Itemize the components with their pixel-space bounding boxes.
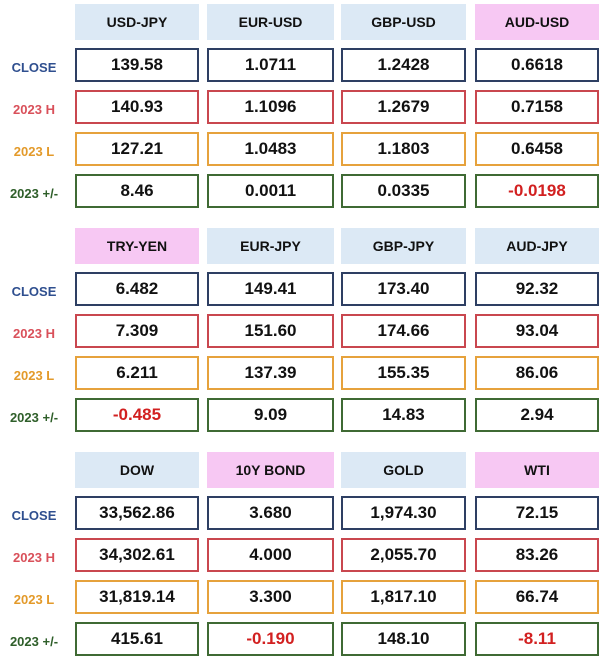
change-row-label: 2023 +/- — [9, 185, 59, 201]
header-gold: GOLD — [341, 452, 466, 488]
eur-jpy-high: 151.60 — [207, 314, 334, 348]
change-row: 2023 +/- 8.46 0.0011 0.0335 -0.0198 — [0, 174, 600, 212]
header-eur-jpy: EUR-JPY — [207, 228, 334, 264]
eur-usd-low: 1.0483 — [207, 132, 334, 166]
aud-jpy-high: 93.04 — [475, 314, 599, 348]
gbp-usd-low: 1.1803 — [341, 132, 466, 166]
gbp-jpy-close: 173.40 — [341, 272, 466, 306]
gbp-jpy-high: 174.66 — [341, 314, 466, 348]
high-row-label: 2023 H — [13, 101, 55, 117]
low-row: 2023 L 127.21 1.0483 1.1803 0.6458 — [0, 132, 600, 170]
high-row-label: 2023 H — [13, 325, 55, 341]
gbp-usd-high: 1.2679 — [341, 90, 466, 124]
gold-change: 148.10 — [341, 622, 466, 656]
gold-high: 2,055.70 — [341, 538, 466, 572]
change-row-label: 2023 +/- — [9, 409, 59, 425]
10y-bond-low: 3.300 — [207, 580, 334, 614]
eur-usd-close: 1.0711 — [207, 48, 334, 82]
10y-bond-change: -0.190 — [207, 622, 334, 656]
low-row-label: 2023 L — [13, 143, 55, 159]
aud-usd-low: 0.6458 — [475, 132, 599, 166]
close-row-label: CLOSE — [11, 507, 57, 523]
usd-jpy-high: 140.93 — [75, 90, 199, 124]
wti-low: 66.74 — [475, 580, 599, 614]
low-row-label: 2023 L — [13, 591, 55, 607]
header-eur-usd: EUR-USD — [207, 4, 334, 40]
header-10y-bond: 10Y BOND — [207, 452, 334, 488]
high-row: 2023 H 34,302.61 4.000 2,055.70 83.26 — [0, 538, 600, 576]
header-try-yen: TRY-YEN — [75, 228, 199, 264]
usd-jpy-close: 139.58 — [75, 48, 199, 82]
eur-usd-change: 0.0011 — [207, 174, 334, 208]
close-row-label: CLOSE — [11, 283, 57, 299]
aud-usd-change: -0.0198 — [475, 174, 599, 208]
eur-jpy-change: 9.09 — [207, 398, 334, 432]
aud-usd-close: 0.6618 — [475, 48, 599, 82]
header-aud-usd: AUD-USD — [475, 4, 599, 40]
gbp-usd-change: 0.0335 — [341, 174, 466, 208]
wti-change: -8.11 — [475, 622, 599, 656]
low-row: 2023 L 31,819.14 3.300 1,817.10 66.74 — [0, 580, 600, 618]
dow-close: 33,562.86 — [75, 496, 199, 530]
close-row-label: CLOSE — [11, 59, 57, 75]
try-yen-high: 7.309 — [75, 314, 199, 348]
usd-jpy-low: 127.21 — [75, 132, 199, 166]
aud-jpy-close: 92.32 — [475, 272, 599, 306]
try-yen-low: 6.211 — [75, 356, 199, 390]
close-row: CLOSE 6.482 149.41 173.40 92.32 — [0, 272, 600, 310]
10y-bond-close: 3.680 — [207, 496, 334, 530]
10y-bond-high: 4.000 — [207, 538, 334, 572]
change-row-label: 2023 +/- — [9, 633, 59, 649]
aud-usd-high: 0.7158 — [475, 90, 599, 124]
low-row-label: 2023 L — [13, 367, 55, 383]
high-row-label: 2023 H — [13, 549, 55, 565]
header-gbp-usd: GBP-USD — [341, 4, 466, 40]
eur-jpy-low: 137.39 — [207, 356, 334, 390]
aud-jpy-low: 86.06 — [475, 356, 599, 390]
gbp-jpy-change: 14.83 — [341, 398, 466, 432]
high-row: 2023 H 7.309 151.60 174.66 93.04 — [0, 314, 600, 352]
wti-high: 83.26 — [475, 538, 599, 572]
header-dow: DOW — [75, 452, 199, 488]
aud-jpy-change: 2.94 — [475, 398, 599, 432]
gold-close: 1,974.30 — [341, 496, 466, 530]
close-row: CLOSE 33,562.86 3.680 1,974.30 72.15 — [0, 496, 600, 534]
close-row: CLOSE 139.58 1.0711 1.2428 0.6618 — [0, 48, 600, 86]
dow-high: 34,302.61 — [75, 538, 199, 572]
dow-change: 415.61 — [75, 622, 199, 656]
change-row: 2023 +/- 415.61 -0.190 148.10 -8.11 — [0, 622, 600, 660]
try-yen-change: -0.485 — [75, 398, 199, 432]
change-row: 2023 +/- -0.485 9.09 14.83 2.94 — [0, 398, 600, 436]
header-usd-jpy: USD-JPY — [75, 4, 199, 40]
header-aud-jpy: AUD-JPY — [475, 228, 599, 264]
wti-close: 72.15 — [475, 496, 599, 530]
gold-low: 1,817.10 — [341, 580, 466, 614]
high-row: 2023 H 140.93 1.1096 1.2679 0.7158 — [0, 90, 600, 128]
eur-jpy-close: 149.41 — [207, 272, 334, 306]
header-gbp-jpy: GBP-JPY — [341, 228, 466, 264]
eur-usd-high: 1.1096 — [207, 90, 334, 124]
dow-low: 31,819.14 — [75, 580, 199, 614]
gbp-jpy-low: 155.35 — [341, 356, 466, 390]
try-yen-close: 6.482 — [75, 272, 199, 306]
low-row: 2023 L 6.211 137.39 155.35 86.06 — [0, 356, 600, 394]
header-wti: WTI — [475, 452, 599, 488]
usd-jpy-change: 8.46 — [75, 174, 199, 208]
gbp-usd-close: 1.2428 — [341, 48, 466, 82]
